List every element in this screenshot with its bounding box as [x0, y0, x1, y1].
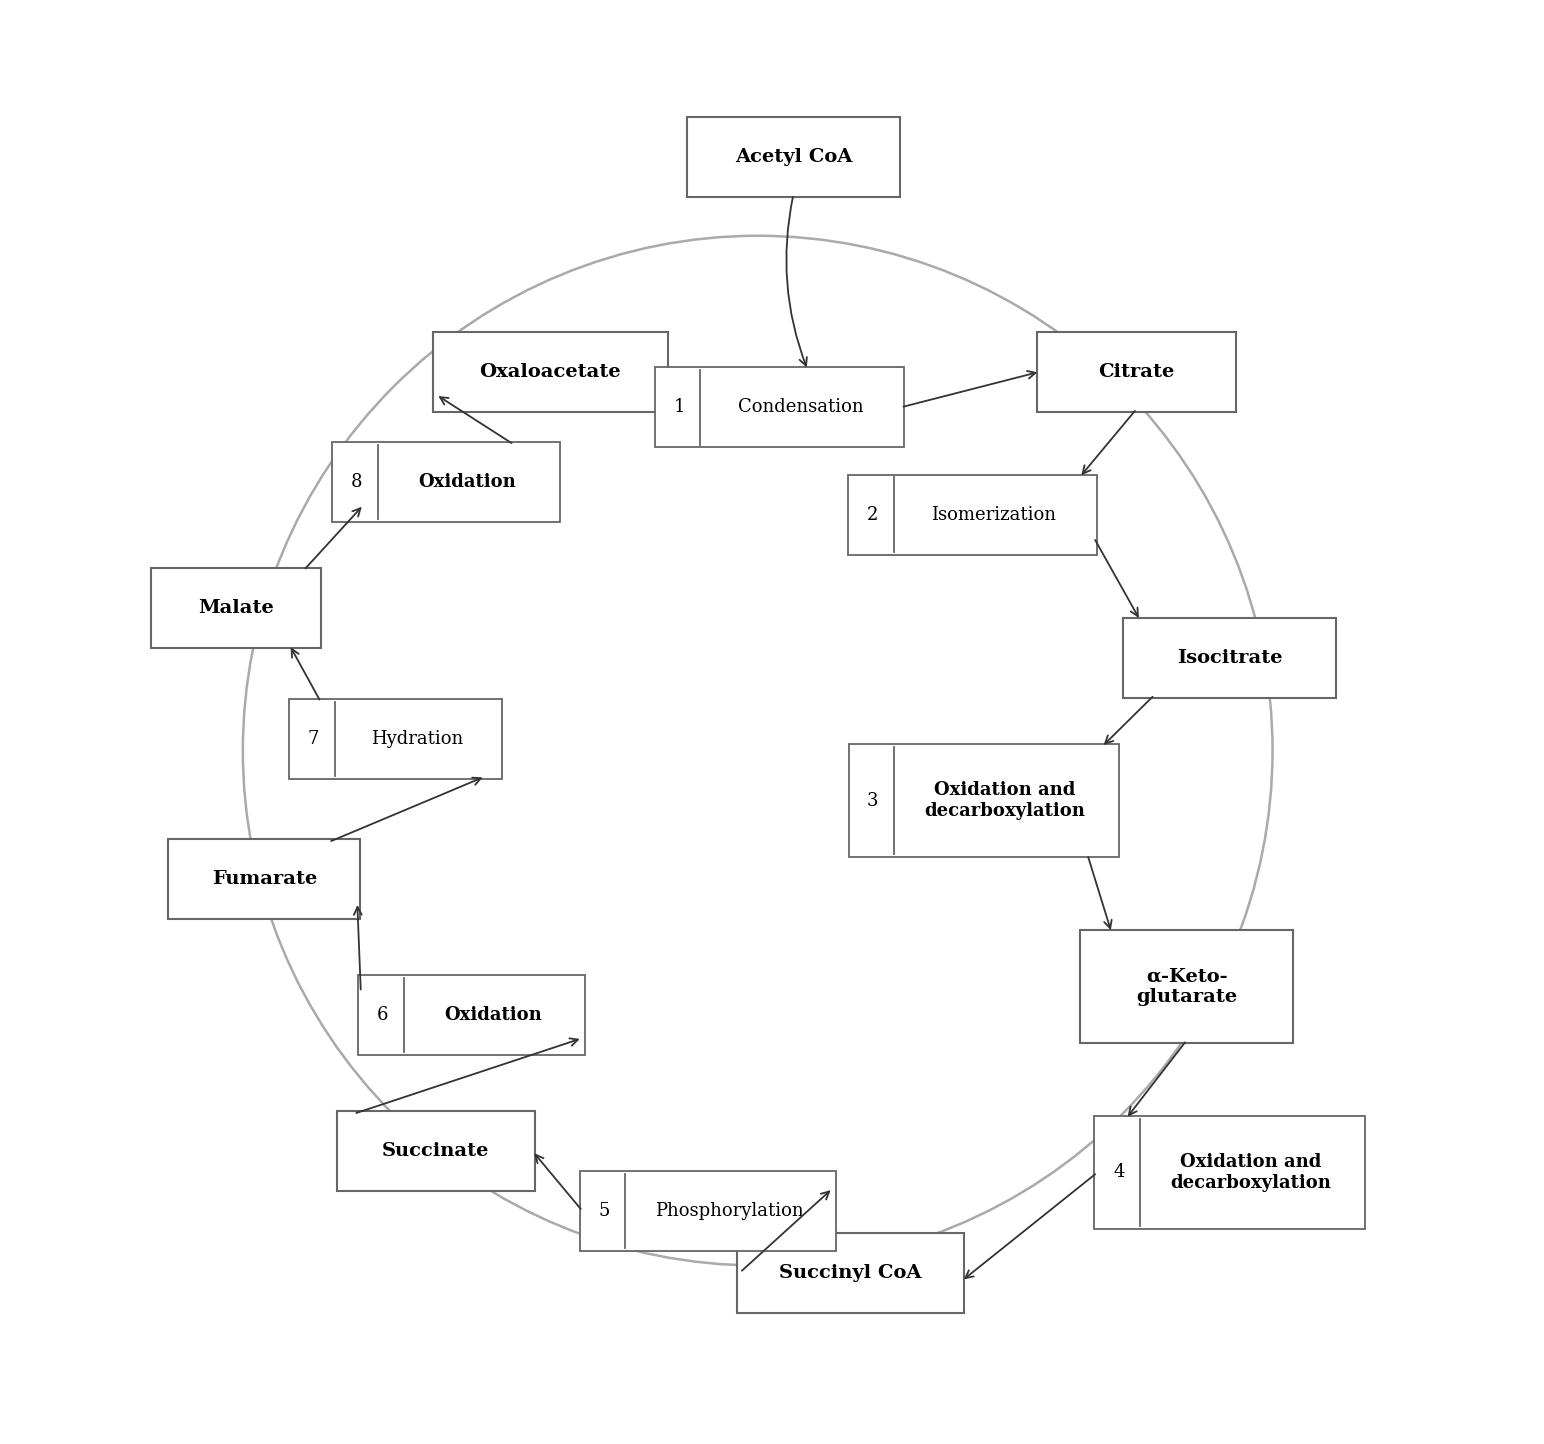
FancyBboxPatch shape — [687, 117, 900, 198]
FancyBboxPatch shape — [579, 1171, 835, 1251]
FancyBboxPatch shape — [358, 975, 585, 1056]
FancyBboxPatch shape — [337, 1110, 536, 1191]
Text: Succinyl CoA: Succinyl CoA — [780, 1264, 922, 1282]
FancyBboxPatch shape — [332, 442, 559, 521]
Text: Oxidation: Oxidation — [445, 1006, 542, 1024]
Text: Hydration: Hydration — [371, 731, 463, 748]
Text: 2: 2 — [866, 505, 879, 524]
FancyBboxPatch shape — [848, 475, 1096, 554]
Text: Isomerization: Isomerization — [931, 505, 1056, 524]
FancyBboxPatch shape — [151, 567, 321, 648]
FancyBboxPatch shape — [1095, 1116, 1365, 1229]
FancyBboxPatch shape — [1122, 618, 1336, 697]
Text: Citrate: Citrate — [1098, 362, 1175, 381]
Text: 7: 7 — [307, 731, 320, 748]
Text: Oxaloacetate: Oxaloacetate — [480, 362, 621, 381]
Text: Phosphorylation: Phosphorylation — [655, 1201, 803, 1220]
Text: Succinate: Succinate — [383, 1142, 489, 1160]
Text: 6: 6 — [377, 1006, 388, 1024]
Text: Malate: Malate — [198, 599, 273, 617]
FancyBboxPatch shape — [1038, 332, 1237, 412]
FancyBboxPatch shape — [849, 744, 1119, 858]
Text: 3: 3 — [868, 791, 879, 810]
Text: Oxidation and
decarboxylation: Oxidation and decarboxylation — [1170, 1154, 1331, 1191]
Text: 5: 5 — [598, 1201, 610, 1220]
Text: 4: 4 — [1113, 1164, 1124, 1181]
Text: α-Keto-
glutarate: α-Keto- glutarate — [1136, 967, 1237, 1006]
FancyBboxPatch shape — [736, 1233, 965, 1313]
Text: Oxidation: Oxidation — [418, 472, 516, 491]
Text: Condensation: Condensation — [738, 399, 863, 416]
FancyBboxPatch shape — [1081, 930, 1294, 1043]
Text: 1: 1 — [673, 399, 686, 416]
Text: Isocitrate: Isocitrate — [1177, 648, 1283, 667]
Text: 8: 8 — [350, 472, 363, 491]
FancyBboxPatch shape — [432, 332, 667, 412]
Text: Oxidation and
decarboxylation: Oxidation and decarboxylation — [925, 781, 1085, 820]
Text: Acetyl CoA: Acetyl CoA — [735, 149, 852, 166]
FancyBboxPatch shape — [655, 367, 903, 448]
FancyBboxPatch shape — [289, 699, 502, 780]
FancyBboxPatch shape — [168, 839, 360, 920]
Text: Fumarate: Fumarate — [212, 871, 317, 888]
